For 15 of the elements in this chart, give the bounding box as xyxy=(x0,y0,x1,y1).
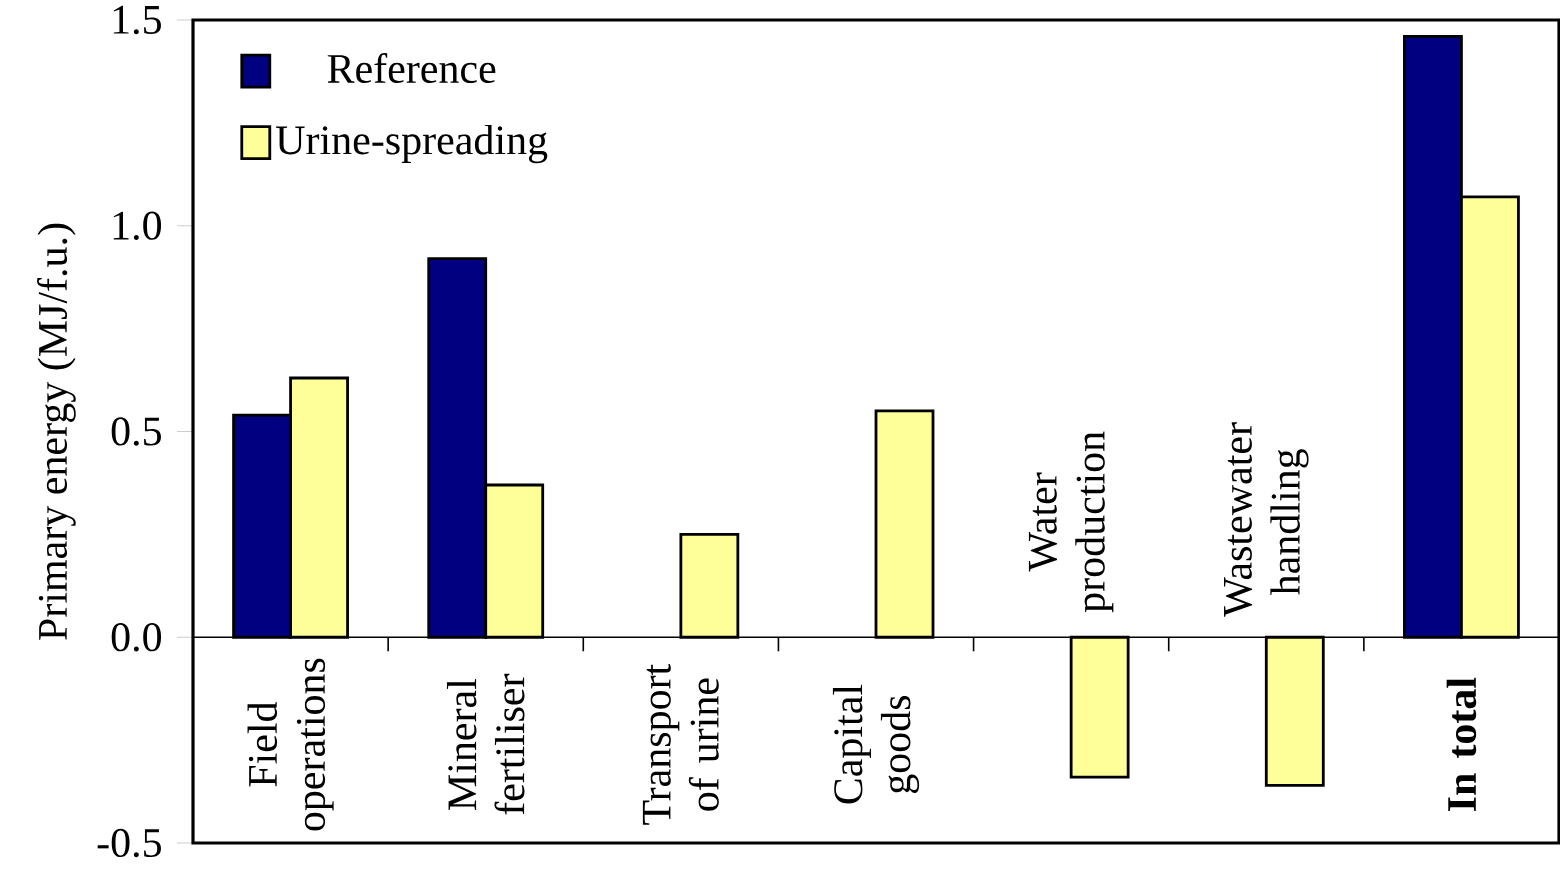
x-tick-label: Water production xyxy=(1028,431,1114,613)
y-tick-label: 0.5 xyxy=(111,417,161,446)
legend-label: Reference xyxy=(327,53,496,84)
x-tick-label: Wastewater handling xyxy=(1223,422,1309,617)
x-tick-label: Transport of urine xyxy=(642,663,719,825)
y-tick-label: 1.5 xyxy=(113,5,161,35)
y-tick-label: 1.0 xyxy=(113,211,162,241)
y-axis-title: Primary energy (MJ/f.u.) xyxy=(37,223,76,640)
y-tick-label: 0.0 xyxy=(111,623,162,652)
x-tick-label: Mineral fertiliser xyxy=(446,673,525,815)
y-tick-label: -0.5 xyxy=(97,828,161,858)
x-tick-label: Field operations xyxy=(247,658,334,831)
x-tick-label: Capital goods xyxy=(832,684,920,804)
x-tick-label: In total xyxy=(1446,677,1477,811)
legend-label: Urine-spreading xyxy=(276,124,548,164)
